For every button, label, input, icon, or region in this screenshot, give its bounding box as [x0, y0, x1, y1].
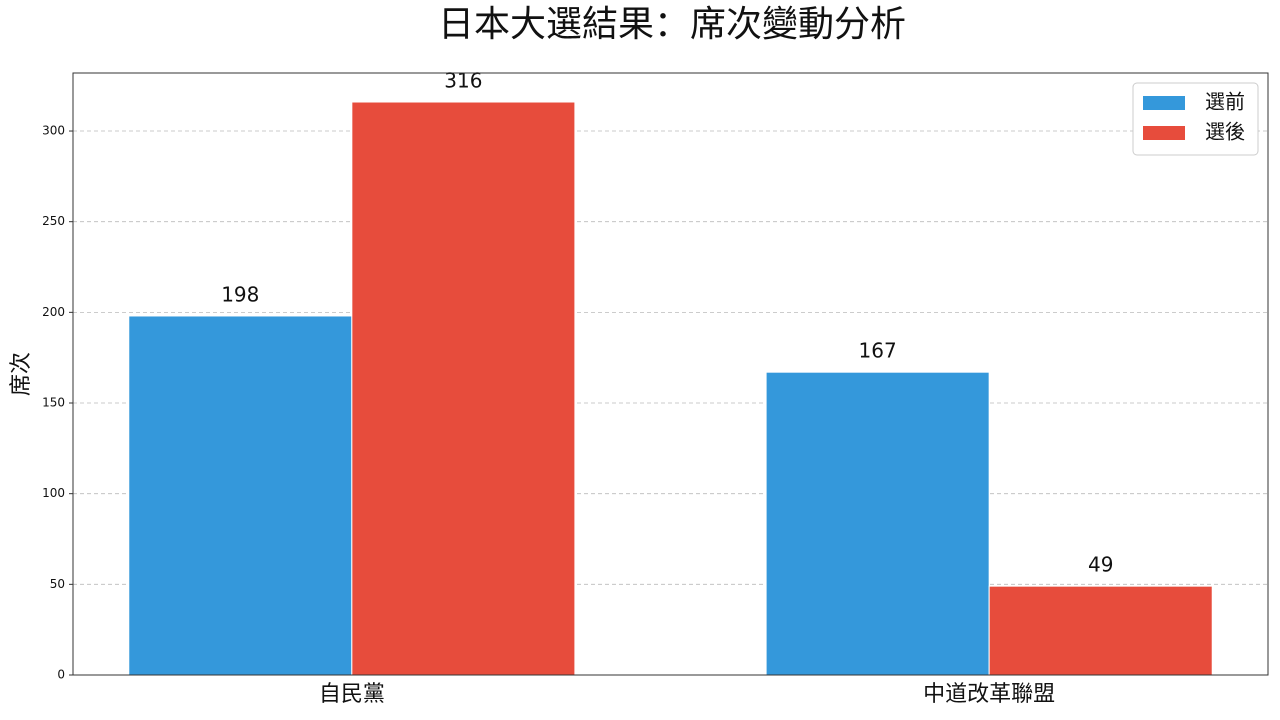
bar [128, 315, 353, 676]
value-label: 316 [444, 69, 482, 93]
bar [765, 371, 990, 676]
legend-swatch [1143, 126, 1185, 140]
bar [988, 585, 1213, 676]
chart-title: 日本大選結果：席次變動分析 [438, 4, 906, 45]
legend-label: 選後 [1205, 120, 1245, 144]
y-tick-label: 50 [50, 577, 65, 591]
legend-swatch [1143, 96, 1185, 110]
y-tick-label: 150 [42, 396, 65, 410]
legend-label: 選前 [1205, 90, 1245, 114]
y-tick-label: 250 [42, 214, 65, 228]
value-label: 49 [1088, 553, 1113, 577]
plot-frame [72, 72, 1269, 676]
y-axis-label: 席次 [9, 352, 34, 396]
value-label: 198 [221, 282, 259, 306]
y-tick-label: 200 [42, 305, 65, 319]
x-tick-label: 中道改革聯盟 [923, 682, 1055, 707]
bar [351, 101, 576, 676]
x-tick-label: 自民黨 [319, 682, 385, 707]
y-tick-label: 300 [42, 124, 65, 138]
value-label: 167 [859, 339, 897, 363]
y-tick-label: 0 [57, 668, 65, 682]
y-tick-label: 100 [42, 486, 65, 500]
